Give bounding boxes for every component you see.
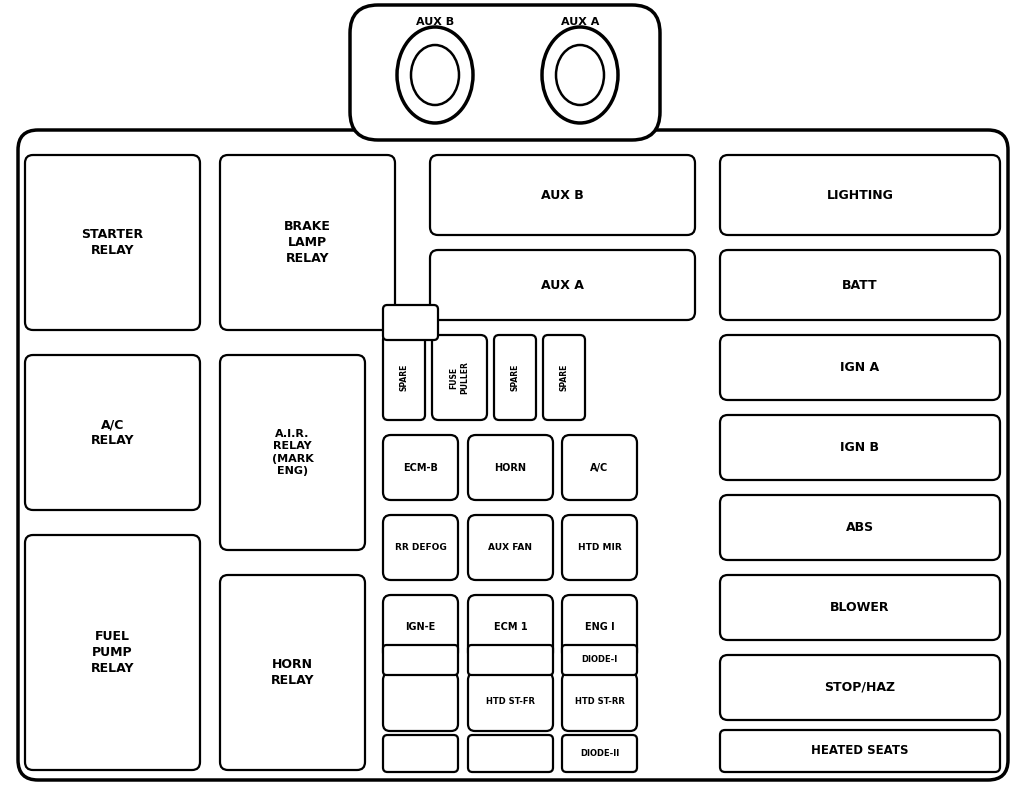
FancyBboxPatch shape	[562, 515, 637, 580]
Text: ECM-B: ECM-B	[403, 462, 438, 473]
FancyBboxPatch shape	[383, 735, 458, 772]
FancyBboxPatch shape	[18, 130, 1008, 780]
Text: AUX A: AUX A	[541, 278, 584, 292]
Text: A.I.R.
RELAY
(MARK
ENG): A.I.R. RELAY (MARK ENG)	[271, 429, 313, 476]
Text: IGN B: IGN B	[841, 441, 880, 454]
Text: RR DEFOG: RR DEFOG	[394, 543, 446, 552]
Text: LIGHTING: LIGHTING	[826, 189, 893, 202]
Text: BLOWER: BLOWER	[830, 601, 890, 614]
Text: DIODE-I: DIODE-I	[582, 655, 617, 665]
Text: A/C
RELAY: A/C RELAY	[91, 418, 134, 447]
Text: AUX A: AUX A	[561, 17, 599, 27]
FancyBboxPatch shape	[220, 575, 365, 770]
Ellipse shape	[411, 45, 459, 105]
Text: HEATED SEATS: HEATED SEATS	[811, 744, 908, 757]
FancyBboxPatch shape	[468, 735, 553, 772]
FancyBboxPatch shape	[720, 495, 1000, 560]
Text: AUX B: AUX B	[416, 17, 454, 27]
Text: ENG I: ENG I	[585, 622, 614, 633]
Text: STOP/HAZ: STOP/HAZ	[824, 681, 896, 694]
FancyBboxPatch shape	[720, 415, 1000, 480]
Ellipse shape	[397, 27, 473, 123]
FancyBboxPatch shape	[430, 250, 695, 320]
Text: AUX FAN: AUX FAN	[488, 543, 532, 552]
FancyBboxPatch shape	[383, 515, 458, 580]
FancyBboxPatch shape	[350, 5, 660, 140]
Ellipse shape	[542, 27, 618, 123]
FancyBboxPatch shape	[383, 435, 458, 500]
FancyBboxPatch shape	[468, 515, 553, 580]
FancyBboxPatch shape	[494, 335, 536, 420]
Text: HORN
RELAY: HORN RELAY	[270, 658, 314, 687]
Text: SPARE: SPARE	[511, 363, 519, 391]
FancyBboxPatch shape	[720, 575, 1000, 640]
FancyBboxPatch shape	[468, 435, 553, 500]
Text: HTD ST-RR: HTD ST-RR	[574, 697, 625, 706]
Text: A/C: A/C	[591, 462, 608, 473]
Text: HORN: HORN	[495, 462, 526, 473]
FancyBboxPatch shape	[562, 735, 637, 772]
FancyBboxPatch shape	[562, 435, 637, 500]
FancyBboxPatch shape	[720, 250, 1000, 320]
FancyBboxPatch shape	[468, 595, 553, 660]
Text: STARTER
RELAY: STARTER RELAY	[82, 228, 143, 257]
FancyBboxPatch shape	[383, 335, 425, 420]
FancyBboxPatch shape	[220, 355, 365, 550]
FancyBboxPatch shape	[562, 595, 637, 660]
Text: HTD ST-FR: HTD ST-FR	[486, 697, 535, 706]
Text: DIODE-II: DIODE-II	[580, 749, 620, 758]
Text: ABS: ABS	[846, 521, 874, 534]
FancyBboxPatch shape	[468, 673, 553, 731]
Text: SPARE: SPARE	[399, 363, 409, 391]
FancyBboxPatch shape	[25, 155, 200, 330]
Text: HTD MIR: HTD MIR	[578, 543, 622, 552]
FancyBboxPatch shape	[720, 335, 1000, 400]
FancyBboxPatch shape	[468, 645, 553, 675]
Text: SPARE: SPARE	[559, 363, 568, 391]
Text: FUEL
PUMP
RELAY: FUEL PUMP RELAY	[91, 630, 134, 675]
FancyBboxPatch shape	[383, 673, 458, 731]
FancyBboxPatch shape	[383, 305, 438, 340]
FancyBboxPatch shape	[25, 535, 200, 770]
FancyBboxPatch shape	[383, 595, 458, 660]
Text: BRAKE
LAMP
RELAY: BRAKE LAMP RELAY	[284, 220, 331, 265]
Text: ECM 1: ECM 1	[494, 622, 527, 633]
FancyBboxPatch shape	[383, 645, 458, 675]
FancyBboxPatch shape	[720, 730, 1000, 772]
FancyBboxPatch shape	[720, 155, 1000, 235]
FancyBboxPatch shape	[25, 355, 200, 510]
Text: FUSE
PULLER: FUSE PULLER	[450, 361, 470, 394]
Text: IGN-E: IGN-E	[406, 622, 435, 633]
FancyBboxPatch shape	[720, 655, 1000, 720]
FancyBboxPatch shape	[562, 645, 637, 675]
Text: BATT: BATT	[842, 278, 878, 292]
FancyBboxPatch shape	[432, 335, 487, 420]
Ellipse shape	[556, 45, 604, 105]
Text: IGN A: IGN A	[841, 361, 880, 374]
FancyBboxPatch shape	[430, 155, 695, 235]
FancyBboxPatch shape	[562, 673, 637, 731]
Text: AUX B: AUX B	[541, 189, 584, 202]
FancyBboxPatch shape	[220, 155, 395, 330]
FancyBboxPatch shape	[543, 335, 585, 420]
